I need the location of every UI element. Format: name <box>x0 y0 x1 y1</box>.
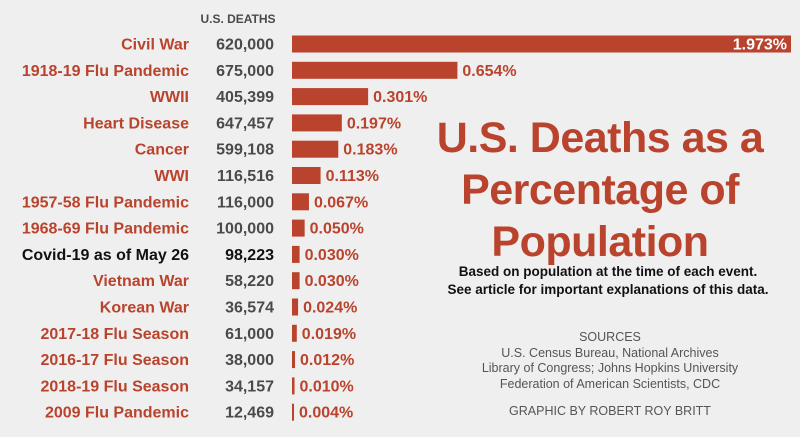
subtitle-line: Based on population at the time of each … <box>458 264 758 279</box>
category-label: Cancer <box>135 142 189 159</box>
category-label: 1918-19 Flu Pandemic <box>22 63 189 80</box>
chart-title: U.S. Deaths as a Percentage of Populatio… <box>436 114 764 266</box>
source-line: Library of Congress; Johns Hopkins Unive… <box>481 361 739 375</box>
category-label: 2009 Flu Pandemic <box>45 405 189 422</box>
deaths-value: 38,000 <box>225 352 274 369</box>
data-label: 0.113% <box>326 168 379 185</box>
data-label: 0.024% <box>303 300 357 317</box>
bar <box>292 377 295 395</box>
data-label: 0.012% <box>300 352 354 369</box>
deaths-value: 675,000 <box>216 63 274 80</box>
bar <box>292 219 305 237</box>
sources-block: SOURCES U.S. Census Bureau, National Arc… <box>440 330 780 392</box>
deaths-value: 116,516 <box>217 168 274 185</box>
data-label: 0.004% <box>299 405 353 422</box>
data-label: 0.050% <box>310 221 364 238</box>
category-label: 2017-18 Flu Season <box>40 326 189 343</box>
deaths-column-header: U.S. DEATHS <box>200 12 275 26</box>
deaths-value: 405,399 <box>216 89 274 106</box>
data-label: 0.067% <box>314 194 368 211</box>
category-label: 2018-19 Flu Season <box>40 378 189 395</box>
chart-rows: Civil War 620,000 1.973% 1918-19 Flu Pandem… <box>22 35 791 422</box>
data-label: 0.030% <box>305 273 359 290</box>
category-label: Covid-19 as of May 26 <box>22 247 189 264</box>
category-label: WWI <box>154 168 189 185</box>
deaths-value: 12,469 <box>225 405 274 422</box>
bar <box>292 298 299 316</box>
deaths-value: 620,000 <box>216 37 274 54</box>
deaths-value: 116,000 <box>217 194 274 211</box>
category-label: Korean War <box>100 300 189 317</box>
graphic-credit: GRAPHIC BY ROBERT ROY BRITT <box>509 404 711 418</box>
deaths-value: 98,223 <box>225 247 274 264</box>
deaths-value: 647,457 <box>216 115 274 132</box>
data-label: 0.183% <box>343 142 397 159</box>
bar <box>292 167 321 184</box>
source-line: Federation of American Scientists, CDC <box>499 376 721 391</box>
subtitle: Based on population at the time of each … <box>418 263 798 299</box>
data-label: 0.197% <box>347 115 401 132</box>
category-label: Heart Disease <box>83 115 189 132</box>
deaths-value: 36,574 <box>225 300 274 317</box>
source-line: U.S. Census Bureau, National Archives <box>501 345 719 360</box>
data-label: 0.010% <box>300 378 354 395</box>
data-label: 0.019% <box>302 326 356 343</box>
bar <box>292 140 339 158</box>
category-label: Vietnam War <box>93 273 189 290</box>
category-label: WWII <box>150 89 189 106</box>
bar <box>292 324 297 342</box>
category-label: Civil War <box>121 37 189 54</box>
deaths-value: 599,108 <box>216 142 274 159</box>
category-label: 1957-58 Flu Pandemic <box>22 194 189 211</box>
bar <box>292 403 294 421</box>
data-label: 0.301% <box>373 89 427 106</box>
data-label: 1.973% <box>733 37 787 54</box>
deaths-value: 58,220 <box>225 273 274 290</box>
data-label: 0.654% <box>462 63 516 80</box>
sources-heading: SOURCES <box>579 330 641 344</box>
deaths-value: 34,157 <box>225 378 274 395</box>
category-label: 1968-69 Flu Pandemic <box>22 221 189 238</box>
bar <box>292 272 300 290</box>
bar <box>292 114 342 132</box>
bar <box>292 193 309 211</box>
bar <box>292 88 369 106</box>
subtitle-line: See article for important explanations o… <box>447 282 769 297</box>
bar <box>292 61 458 79</box>
deaths-value: 61,000 <box>225 326 274 343</box>
category-label: 2016-17 Flu Season <box>40 352 189 369</box>
bar <box>292 245 300 263</box>
deaths-value: 100,000 <box>216 221 274 238</box>
bar <box>292 35 791 53</box>
bar <box>292 351 296 369</box>
data-label: 0.030% <box>305 247 359 264</box>
